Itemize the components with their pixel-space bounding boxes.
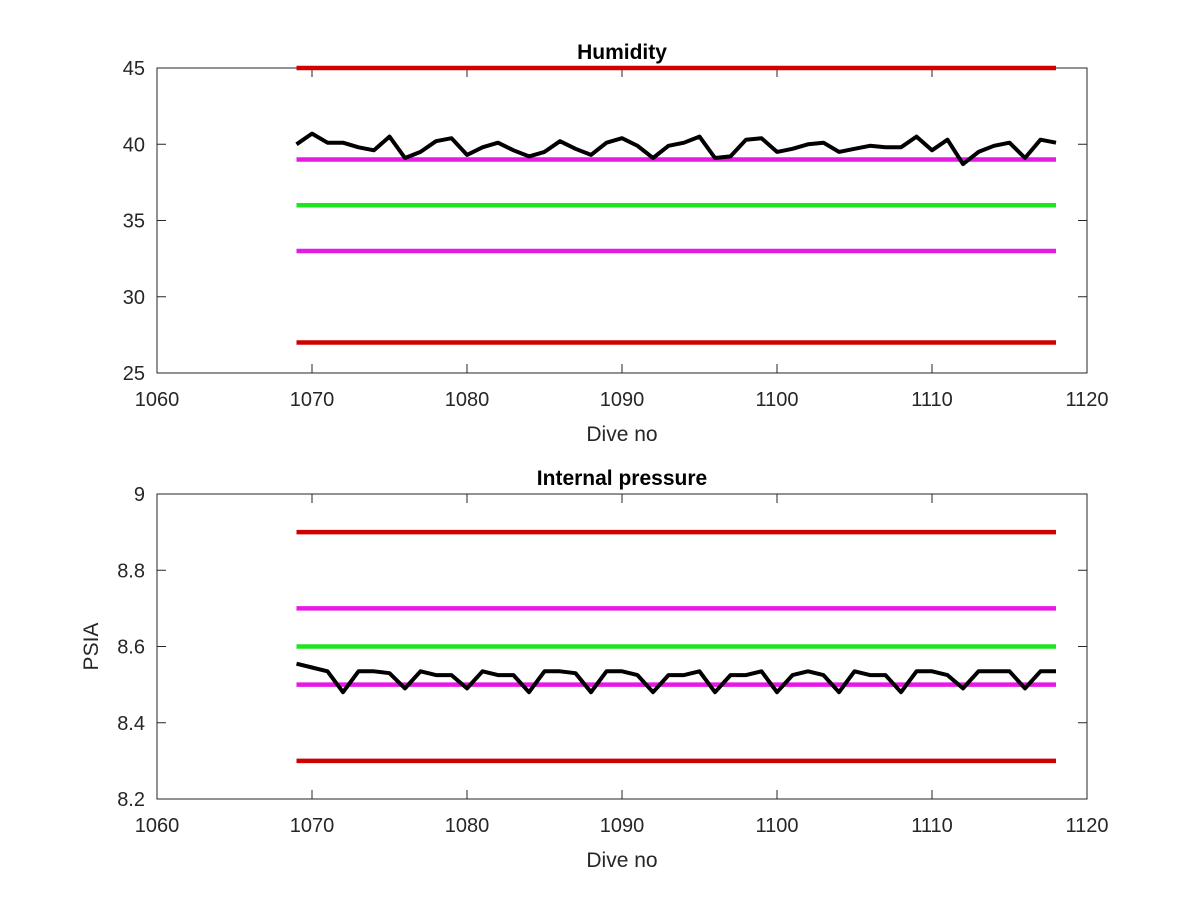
series-line <box>295 131 1057 167</box>
chart-title: Internal pressure <box>537 467 707 490</box>
y-tick-label: 30 <box>123 287 145 309</box>
x-tick-label: 1120 <box>1065 815 1108 837</box>
x-tick-label: 1110 <box>911 815 953 837</box>
x-tick-label: 1100 <box>755 389 798 411</box>
y-tick-label: 8.6 <box>117 637 145 659</box>
internal-pressure-chart: 1060 1070 1080 1090 1100 1110 1120 8.2 8.4 8.6 8.8… <box>80 467 1109 872</box>
y-tick-label: 8.8 <box>117 560 145 582</box>
y-tick-label: 25 <box>123 363 145 385</box>
x-axis-label: Dive no <box>586 423 657 446</box>
x-tick-label: 1110 <box>911 389 953 411</box>
humidity-chart: 1060 1070 1080 1090 1100 1110 1120 25 30 35 40 45 Hu… <box>123 41 1109 446</box>
x-tick-label: 1100 <box>755 815 798 837</box>
x-tick-label: 1070 <box>290 815 335 837</box>
y-axis-label: PSIA <box>80 623 103 671</box>
chart-title: Humidity <box>577 41 667 64</box>
y-tick-label: 45 <box>123 58 145 80</box>
x-tick-label: 1070 <box>290 389 335 411</box>
x-tick-label: 1120 <box>1065 389 1108 411</box>
x-tick-label: 1080 <box>445 815 490 837</box>
x-axis-label: Dive no <box>586 849 657 872</box>
y-tick-label: 40 <box>123 134 145 156</box>
x-tick-label: 1060 <box>135 389 180 411</box>
y-tick-label: 8.4 <box>117 713 145 735</box>
x-tick-label: 1090 <box>600 389 645 411</box>
y-tick-label: 35 <box>123 211 145 233</box>
x-tick-label: 1090 <box>600 815 645 837</box>
x-tick-label: 1080 <box>445 389 490 411</box>
plot-frame <box>156 67 1088 374</box>
y-tick-label: 9 <box>134 484 145 506</box>
series-line <box>296 661 1056 695</box>
y-tick-label: 8.2 <box>117 789 145 811</box>
x-tick-label: 1060 <box>135 815 180 837</box>
